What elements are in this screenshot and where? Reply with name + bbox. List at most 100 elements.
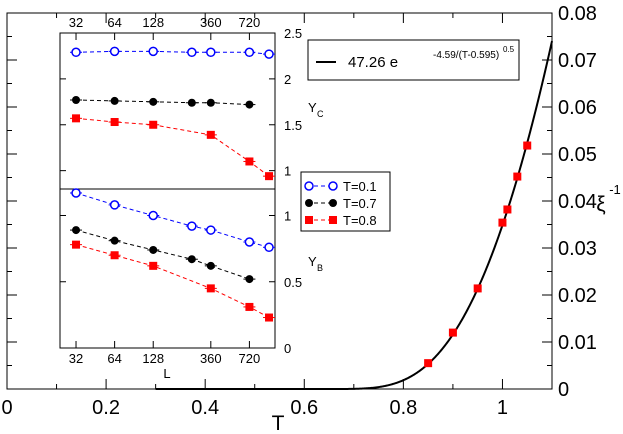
- inset-lower-data-point: [72, 226, 81, 235]
- main-data-point: [448, 328, 457, 337]
- inset-series: [70, 46, 276, 322]
- inset-upper-data-point: [187, 98, 196, 107]
- inset-upper-series-line: [75, 117, 270, 177]
- main-data-point: [523, 141, 532, 150]
- main-y-tick-label: 0.04: [558, 191, 597, 213]
- inset-upper-y-tick-label: 1: [284, 164, 291, 179]
- main-x-tick-label: 0.6: [290, 397, 318, 419]
- fit-legend-box: [307, 39, 520, 81]
- inset-top-x-tick-labels: 32 64 128 360 720: [69, 15, 260, 30]
- main-x-tick-label: 0.8: [389, 397, 417, 419]
- inset-lower-data-point: [72, 240, 81, 249]
- legend-label: T=0.1: [343, 179, 377, 194]
- inset-lower-y-label: Y: [308, 254, 317, 269]
- inset-top-x-tick-label: 64: [107, 15, 121, 30]
- inset-lower-y-tick-label: 0.5: [284, 275, 302, 290]
- fit-curve: [155, 40, 553, 390]
- inset-top-x-tick-label: 128: [142, 15, 164, 30]
- inset-lower-data-point: [109, 200, 120, 210]
- legend-label: T=0.7: [343, 196, 377, 211]
- inset-lower-data-point: [244, 237, 255, 247]
- series-legend-box: [300, 171, 391, 232]
- main-data-point: [498, 218, 507, 227]
- legend-marker: [329, 216, 337, 224]
- inset-upper-data-point: [265, 172, 274, 181]
- main-y-tick-label: 0.07: [558, 50, 597, 72]
- inset-upper-data-point: [72, 95, 81, 104]
- main-data-point: [424, 359, 433, 368]
- inset-lower-data-point: [148, 210, 158, 221]
- inset-upper-data-point: [244, 47, 255, 58]
- inset-upper-y-tick-labels: 1 1.5 2 2.5: [284, 26, 302, 179]
- inset-lower-data-point: [206, 261, 215, 270]
- inset-upper-data-point: [187, 47, 197, 58]
- inset-lower-data-point: [206, 225, 216, 235]
- legend-marker: [305, 216, 313, 224]
- inset-frame: [59, 32, 276, 349]
- fit-legend-label: 47.26 e: [348, 54, 398, 71]
- inset-lower-y-label-subscript: B: [317, 263, 323, 273]
- inset-x-axis-label: L: [163, 366, 170, 381]
- inset-bottom-x-tick-label: 64: [107, 351, 121, 366]
- inset-lower-data-point: [245, 302, 254, 311]
- main-x-tick-labels: 0 0.2 0.4 0.6 0.8 1: [1, 397, 508, 419]
- main-data-point: [473, 284, 482, 293]
- inset-upper-data-point: [264, 49, 274, 59]
- main-x-tick-label: 1: [497, 397, 508, 419]
- series-legend: T=0.1 T=0.7 T=0.8: [304, 179, 377, 228]
- inset-upper-series-line: [75, 99, 250, 106]
- main-y-tick-label: 0.02: [558, 285, 597, 307]
- inset-bottom-x-tick-labels: 32 64 128 360 720: [69, 351, 260, 366]
- inset-upper-y-label-subscript: C: [317, 109, 324, 119]
- inset-upper-data-point: [110, 118, 119, 127]
- inset-upper-data-point: [71, 47, 81, 58]
- inset-lower-data-point: [71, 188, 81, 198]
- main-x-axis-label: T: [272, 412, 285, 434]
- inset-upper-y-tick-label: 2.5: [284, 26, 302, 41]
- inset-upper-data-point: [149, 97, 158, 106]
- main-data-point: [503, 205, 512, 214]
- inset-upper-y-label: Y: [308, 100, 317, 115]
- inset-lower-data-point: [265, 313, 274, 322]
- inset-bottom-x-tick-label: 360: [200, 351, 222, 366]
- main-y-tick-label: 0.06: [558, 97, 597, 119]
- inset-bottom-x-tick-label: 128: [142, 351, 164, 366]
- inset-lower-data-point: [149, 245, 158, 254]
- main-y-tick-label: 0.03: [558, 238, 597, 260]
- main-data-points: [424, 141, 532, 368]
- inset-upper-data-point: [148, 46, 158, 57]
- legend-marker: [329, 199, 337, 207]
- inset-upper-data-point: [206, 98, 215, 107]
- main-y-tick-labels: 0 0.01 0.02 0.03 0.04 0.05 0.06 0.07 0.08: [558, 3, 597, 401]
- inset-lower-data-point: [187, 255, 196, 264]
- main-x-tick-label: 0.2: [92, 397, 120, 419]
- main-data-point: [513, 172, 522, 181]
- inset-upper-data-point: [72, 114, 81, 123]
- legend-marker: [328, 181, 338, 191]
- main-y-tick-label: 0.05: [558, 144, 597, 166]
- main-y-tick-label: 0.08: [558, 3, 597, 25]
- inset-lower-data-point: [245, 275, 254, 284]
- inset-upper-data-point: [206, 130, 215, 139]
- inset-lower-data-point: [206, 284, 215, 293]
- inset-lower-data-point: [187, 221, 197, 231]
- inset-upper-data-point: [245, 157, 254, 166]
- inset-bottom-x-tick-label: 720: [239, 351, 261, 366]
- inset-lower-data-point: [110, 251, 119, 260]
- main-y-tick-label: 0: [558, 379, 569, 401]
- legend-marker: [305, 199, 313, 207]
- inset-bottom-x-tick-label: 32: [69, 351, 83, 366]
- inset-lower-y-tick-labels: 00.51: [284, 209, 302, 357]
- inset-lower-data-point: [110, 236, 119, 245]
- inset-lower-data-point: [149, 261, 158, 270]
- fit-legend-power: 0.5: [503, 45, 515, 54]
- main-x-tick-label: 0.4: [191, 397, 219, 419]
- inset-upper-data-point: [109, 46, 120, 57]
- inset-ticks: [60, 32, 275, 349]
- inset-lower-y-tick-label: 0: [284, 341, 291, 356]
- inset-lower-data-point: [264, 242, 274, 253]
- inset-upper-data-point: [149, 120, 158, 129]
- main-ticks: [6, 12, 553, 390]
